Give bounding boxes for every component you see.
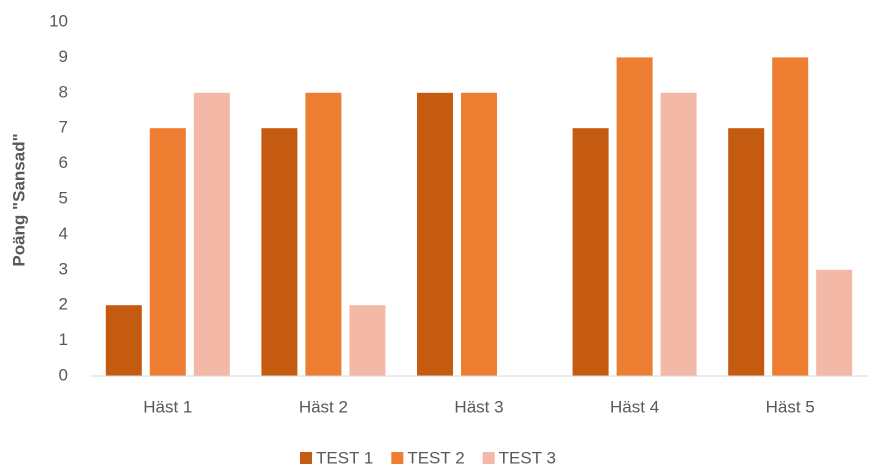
bar [149, 128, 186, 376]
y-tick-label: 7 [59, 118, 68, 137]
y-tick-label: 5 [59, 188, 68, 207]
legend-label: TEST 3 [499, 448, 556, 467]
x-tick-label: Häst 2 [299, 397, 348, 416]
y-tick-label: 9 [59, 47, 68, 66]
x-tick-label: Häst 3 [454, 397, 503, 416]
x-tick-label: Häst 5 [766, 397, 815, 416]
y-tick-label: 4 [59, 224, 68, 243]
legend-swatch [482, 452, 495, 464]
y-tick-label: 1 [59, 330, 68, 349]
y-tick-label: 6 [59, 153, 68, 172]
y-tick-label: 2 [59, 295, 68, 314]
legend-label: TEST 1 [316, 448, 373, 467]
bar [261, 128, 298, 376]
bar [193, 92, 230, 377]
x-tick-label: Häst 1 [143, 397, 192, 416]
y-tick-label: 8 [59, 82, 68, 101]
x-tick-label: Häst 4 [610, 397, 659, 416]
bar [105, 305, 142, 376]
bar [616, 57, 653, 377]
y-axis-label: Poäng "Sansad" [9, 133, 28, 266]
y-tick-label: 10 [49, 11, 68, 30]
bar [772, 57, 809, 377]
y-tick-label: 3 [59, 259, 68, 278]
bar [728, 128, 765, 376]
legend-label: TEST 2 [407, 448, 464, 467]
bar [660, 92, 697, 377]
bar [461, 92, 497, 377]
y-tick-label: 0 [59, 365, 68, 384]
bar [349, 305, 386, 376]
bar [572, 128, 609, 376]
legend-swatch [300, 452, 312, 464]
bar [305, 92, 342, 377]
legend-swatch [391, 452, 404, 464]
bar [417, 92, 453, 377]
bar [816, 269, 853, 376]
